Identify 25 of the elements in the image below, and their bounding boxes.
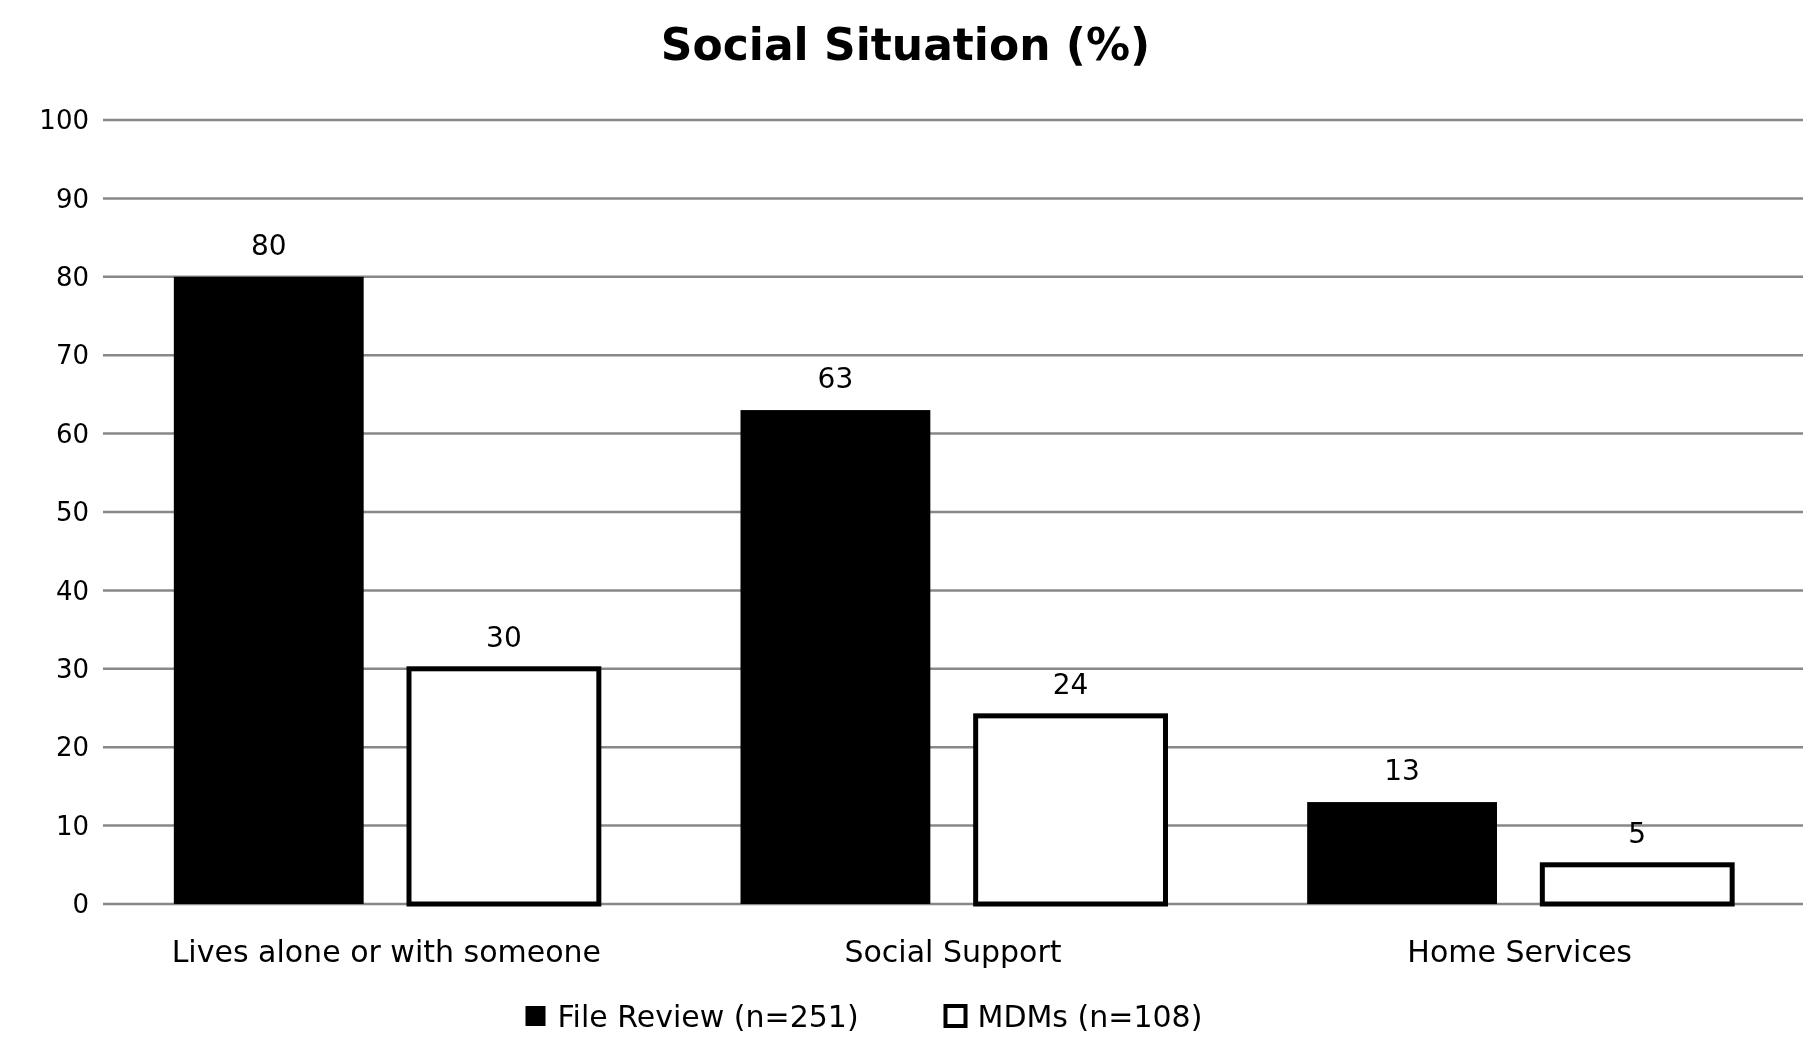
- y-tick-label: 30: [55, 653, 89, 684]
- data-label: 63: [817, 362, 854, 396]
- y-tick-label: 100: [39, 105, 89, 136]
- y-tick-label: 80: [55, 261, 89, 292]
- data-label: 13: [1384, 754, 1420, 788]
- x-tick-label: Home Services: [1407, 934, 1632, 969]
- data-label: 30: [486, 620, 522, 654]
- y-tick-label: 60: [55, 418, 89, 449]
- y-tick-label: 10: [55, 810, 89, 841]
- data-label: 80: [250, 228, 287, 262]
- chart-title: Social Situation (%): [660, 19, 1151, 70]
- bar: [173, 276, 364, 904]
- y-tick-label: 40: [55, 575, 89, 606]
- x-tick-label: Lives alone or with someone: [171, 934, 602, 969]
- data-label: 5: [1628, 816, 1647, 850]
- legend-label: File Review (n=251): [557, 998, 859, 1034]
- y-tick-label: 50: [55, 497, 89, 528]
- y-tick-label: 70: [55, 340, 89, 371]
- x-tick-label: Social Support: [844, 934, 1062, 969]
- y-tick-label: 0: [72, 889, 89, 920]
- legend-label: MDMs (n=108): [977, 998, 1203, 1034]
- bar: [740, 410, 931, 904]
- data-label: 24: [1052, 667, 1089, 701]
- y-tick-label: 20: [55, 732, 89, 763]
- y-tick-label: 90: [55, 183, 89, 214]
